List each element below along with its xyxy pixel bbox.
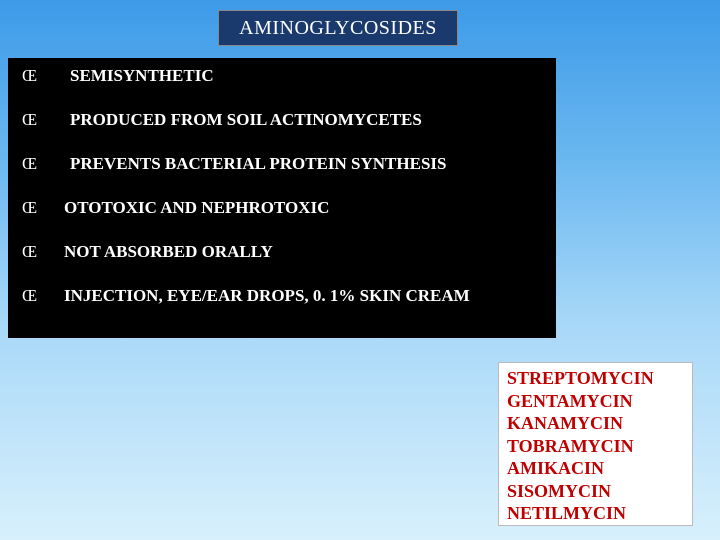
bullet-icon: Œ	[22, 286, 64, 306]
list-item: Œ OTOTOXIC AND NEPHROTOXIC	[8, 198, 556, 218]
drug-name: SISOMYCIN	[507, 480, 684, 503]
list-item: Œ NOT ABSORBED ORALLY	[8, 242, 556, 262]
bullet-text: PRODUCED FROM SOIL ACTINOMYCETES	[64, 110, 422, 130]
drug-name: STREPTOMYCIN	[507, 367, 684, 390]
drug-name: GENTAMYCIN	[507, 390, 684, 413]
list-item: Œ SEMISYNTHETIC	[8, 66, 556, 86]
bullet-icon: Œ	[22, 110, 64, 130]
drug-name: AMIKACIN	[507, 457, 684, 480]
bullet-icon: Œ	[22, 154, 64, 174]
bullet-text: OTOTOXIC AND NEPHROTOXIC	[64, 198, 329, 218]
list-item: Œ PREVENTS BACTERIAL PROTEIN SYNTHESIS	[8, 154, 556, 174]
bullet-icon: Œ	[22, 242, 64, 262]
drug-list-box: STREPTOMYCIN GENTAMYCIN KANAMYCIN TOBRAM…	[498, 362, 693, 526]
title-box: AMINOGLYCOSIDES	[218, 10, 458, 46]
drug-name: NETILMYCIN	[507, 502, 684, 525]
list-item: Œ INJECTION, EYE/EAR DROPS, 0. 1% SKIN C…	[8, 286, 556, 306]
drug-name: KANAMYCIN	[507, 412, 684, 435]
list-item: Œ PRODUCED FROM SOIL ACTINOMYCETES	[8, 110, 556, 130]
bullet-icon: Œ	[22, 66, 64, 86]
bullet-list: Œ SEMISYNTHETIC Œ PRODUCED FROM SOIL ACT…	[8, 58, 556, 338]
bullet-text: SEMISYNTHETIC	[64, 66, 214, 86]
bullet-text: NOT ABSORBED ORALLY	[64, 242, 273, 262]
bullet-text: INJECTION, EYE/EAR DROPS, 0. 1% SKIN CRE…	[64, 286, 470, 306]
drug-name: TOBRAMYCIN	[507, 435, 684, 458]
bullet-text: PREVENTS BACTERIAL PROTEIN SYNTHESIS	[64, 154, 446, 174]
bullet-icon: Œ	[22, 198, 64, 218]
slide-title: AMINOGLYCOSIDES	[239, 17, 437, 40]
